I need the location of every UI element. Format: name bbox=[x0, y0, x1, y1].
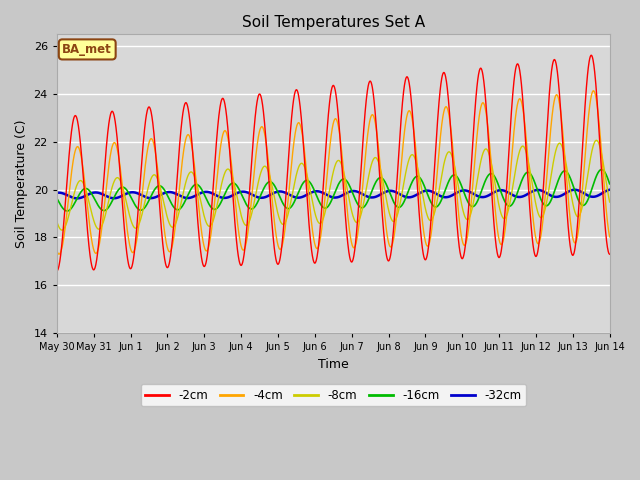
-32cm bbox=[606, 187, 614, 192]
Text: BA_met: BA_met bbox=[62, 43, 112, 56]
-16cm bbox=[81, 186, 89, 192]
-2cm bbox=[588, 52, 595, 58]
-16cm bbox=[488, 171, 496, 177]
-2cm bbox=[53, 268, 61, 274]
-8cm bbox=[307, 193, 315, 199]
Line: -32cm: -32cm bbox=[57, 190, 610, 198]
-16cm bbox=[53, 195, 61, 201]
-16cm bbox=[589, 181, 597, 187]
-2cm bbox=[606, 252, 614, 257]
-16cm bbox=[322, 205, 330, 211]
-8cm bbox=[590, 141, 598, 147]
Y-axis label: Soil Temperature (C): Soil Temperature (C) bbox=[15, 120, 28, 248]
-32cm bbox=[53, 190, 61, 196]
-2cm bbox=[488, 195, 496, 201]
Line: -16cm: -16cm bbox=[57, 169, 610, 211]
Title: Soil Temperatures Set A: Soil Temperatures Set A bbox=[242, 15, 425, 30]
-4cm bbox=[53, 248, 61, 253]
-8cm bbox=[58, 227, 66, 233]
-32cm bbox=[73, 195, 81, 201]
-32cm bbox=[81, 193, 89, 199]
-8cm bbox=[53, 219, 61, 225]
-2cm bbox=[81, 197, 89, 203]
-4cm bbox=[81, 184, 89, 190]
-32cm bbox=[488, 191, 496, 196]
Line: -8cm: -8cm bbox=[57, 140, 610, 230]
-4cm bbox=[606, 234, 614, 240]
-32cm bbox=[589, 194, 597, 200]
-4cm bbox=[307, 217, 315, 223]
X-axis label: Time: Time bbox=[318, 358, 349, 371]
-8cm bbox=[593, 137, 600, 143]
-4cm bbox=[590, 88, 598, 94]
-2cm bbox=[307, 242, 315, 248]
-16cm bbox=[307, 181, 315, 187]
-32cm bbox=[307, 190, 315, 195]
-4cm bbox=[589, 88, 597, 94]
-4cm bbox=[55, 251, 63, 257]
-16cm bbox=[606, 181, 614, 187]
-2cm bbox=[322, 148, 330, 154]
-16cm bbox=[590, 180, 598, 186]
-4cm bbox=[488, 174, 496, 180]
-16cm bbox=[63, 208, 71, 214]
-16cm bbox=[598, 167, 605, 172]
-8cm bbox=[322, 206, 330, 212]
-32cm bbox=[322, 192, 330, 197]
-2cm bbox=[589, 60, 597, 66]
-8cm bbox=[606, 199, 614, 205]
Line: -2cm: -2cm bbox=[57, 55, 610, 271]
-32cm bbox=[590, 194, 598, 200]
Line: -4cm: -4cm bbox=[57, 91, 610, 254]
-8cm bbox=[488, 166, 496, 171]
Legend: -2cm, -4cm, -8cm, -16cm, -32cm: -2cm, -4cm, -8cm, -16cm, -32cm bbox=[141, 384, 526, 407]
-8cm bbox=[589, 142, 597, 147]
-4cm bbox=[322, 185, 330, 191]
-8cm bbox=[81, 185, 89, 191]
-4cm bbox=[590, 88, 598, 94]
-2cm bbox=[590, 62, 598, 68]
